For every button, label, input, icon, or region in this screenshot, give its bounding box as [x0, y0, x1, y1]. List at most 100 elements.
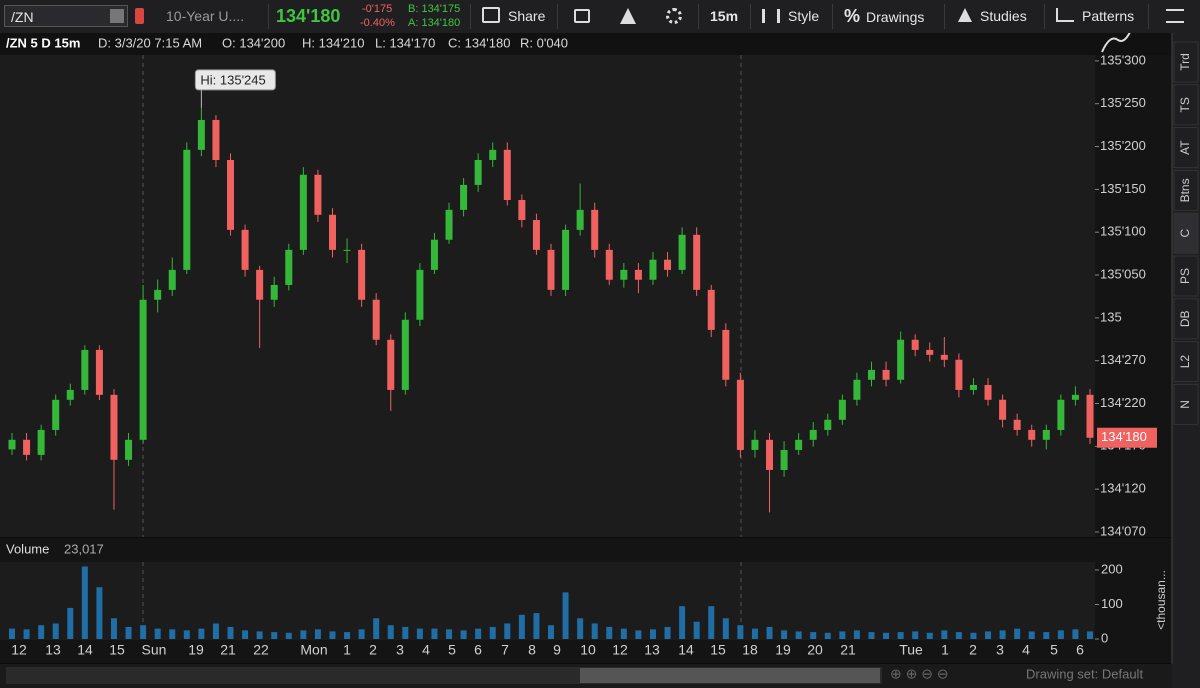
link-icon[interactable] — [135, 8, 144, 24]
volume-bar — [606, 626, 613, 639]
drawing-set[interactable]: Drawing set: Default — [1026, 666, 1143, 681]
x-tick-label: 9 — [553, 642, 561, 658]
volume-bar — [344, 632, 351, 639]
x-tick-label: 20 — [807, 642, 823, 658]
candle-body — [95, 349, 103, 395]
volume-axis — [1095, 538, 1172, 640]
time-axis — [0, 640, 1172, 663]
volume-bar — [781, 630, 788, 639]
side-tab[interactable] — [1173, 383, 1199, 425]
flask-icon[interactable] — [620, 8, 636, 24]
side-tab[interactable] — [1173, 341, 1199, 383]
scrollbar-thumb[interactable] — [580, 668, 880, 683]
volume-bar — [664, 626, 671, 639]
style-icon — [762, 9, 780, 23]
zoom-controls[interactable]: ⊕ ⊕ ⊖ ⊖ — [890, 666, 949, 682]
separator — [268, 4, 269, 29]
x-tick-label: Mon — [300, 642, 327, 658]
candle-body — [139, 299, 147, 440]
volume-bar — [766, 626, 773, 639]
volume-bar — [1043, 632, 1050, 639]
candle-body — [81, 349, 89, 390]
side-tab[interactable] — [1173, 255, 1199, 297]
candle-body — [66, 389, 74, 400]
chart-settings-icon[interactable] — [574, 9, 590, 23]
share-button[interactable]: Share — [482, 3, 545, 30]
candle-body — [416, 269, 424, 320]
volume-bar — [562, 592, 569, 639]
side-tab[interactable] — [1173, 84, 1199, 126]
drawings-icon: % — [844, 6, 861, 26]
volume-bar — [985, 631, 992, 639]
separator — [698, 4, 699, 29]
volume-bar — [810, 632, 817, 639]
candle-body — [358, 249, 366, 300]
x-tick-label: 3 — [996, 642, 1004, 658]
timeframe-button[interactable]: 15m — [710, 8, 739, 24]
volume-bar — [67, 607, 74, 639]
x-tick-label: 5 — [448, 642, 456, 658]
last-price-tag — [1097, 427, 1157, 448]
candle-body — [489, 149, 497, 160]
x-tick-label: 4 — [422, 642, 430, 658]
candle-body — [168, 269, 176, 290]
candle-body — [270, 284, 278, 300]
candle-body — [707, 289, 715, 330]
x-tick-label: 14 — [77, 642, 93, 658]
candle-body — [722, 329, 730, 380]
candle-body — [241, 229, 249, 270]
y-tick-label: 135'100 — [1100, 224, 1146, 239]
volume-bar — [446, 629, 453, 639]
patterns-button[interactable]: Patterns — [1056, 3, 1134, 30]
candle-body — [1086, 394, 1094, 438]
header-symbol: /ZN 5 D 15m — [6, 35, 80, 50]
side-tab[interactable] — [1173, 169, 1199, 211]
candle-body — [809, 429, 817, 440]
x-tick-label: 12 — [11, 642, 27, 658]
candle-body — [430, 239, 438, 270]
candle-body — [999, 399, 1007, 420]
volume-bar — [548, 625, 554, 639]
y-tick-label: 135'250 — [1100, 95, 1146, 110]
symbol-box[interactable]: /ZN — [4, 5, 128, 27]
side-tab[interactable] — [1173, 298, 1199, 340]
candle-body — [926, 349, 934, 355]
side-tab[interactable] — [1173, 41, 1199, 83]
volume-bar — [941, 630, 948, 639]
style-button[interactable]: Style — [762, 3, 819, 30]
x-tick-label: 14 — [678, 642, 694, 658]
side-tab-label: L2 — [1178, 355, 1192, 369]
candle-body — [8, 439, 16, 450]
drawings-button[interactable]: % Drawings — [844, 3, 924, 30]
volume-title: Volume — [6, 541, 49, 556]
y-tick-label: 135'150 — [1100, 181, 1146, 196]
gear-icon[interactable] — [666, 8, 682, 24]
candle-body — [37, 429, 45, 455]
side-tab[interactable] — [1173, 127, 1199, 169]
x-tick-label: 21 — [220, 642, 236, 658]
candle-body — [460, 184, 468, 210]
volume-bar — [635, 630, 642, 639]
volume-bar — [431, 628, 438, 639]
separator — [750, 4, 751, 29]
menu-icon[interactable] — [1166, 9, 1184, 23]
candle-body — [372, 299, 380, 340]
study-icon[interactable] — [1101, 33, 1131, 53]
header-bar — [0, 33, 1172, 55]
chart-area: Drawing set: Default ⊕ ⊕ ⊖ ⊖ /ZN 5 D 15m… — [0, 33, 1200, 688]
candle-body — [984, 384, 992, 400]
candle-body — [1028, 429, 1036, 440]
bid: B: 134'175 — [408, 3, 461, 15]
candle-body — [940, 354, 948, 360]
candle-body — [678, 234, 686, 270]
separator — [1044, 4, 1045, 29]
studies-label: Studies — [980, 8, 1027, 24]
side-tab[interactable] — [1173, 212, 1199, 254]
volume-last: 23,017 — [64, 541, 104, 556]
studies-button[interactable]: Studies — [958, 3, 1027, 30]
patterns-icon — [1056, 8, 1074, 22]
candle-body — [474, 159, 482, 185]
candle-body — [212, 119, 220, 160]
x-tick-label: 19 — [188, 642, 204, 658]
